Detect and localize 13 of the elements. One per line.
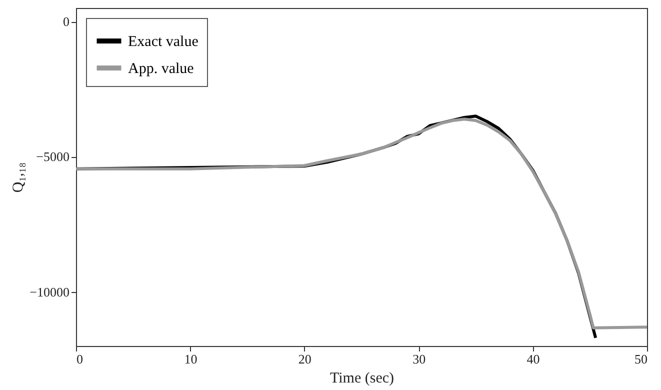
x-tick-label: 20: [298, 352, 312, 366]
legend-label: App. value: [128, 61, 194, 77]
y-tick-label: 0: [63, 14, 70, 30]
x-tick-label: 30: [412, 352, 426, 366]
x-tick-label: 10: [184, 352, 198, 366]
y-tick-label: −10000: [30, 284, 70, 300]
x-tick-label: 50: [634, 352, 648, 366]
x-axis-title: Time (sec): [330, 370, 394, 386]
x-tick-label: 0: [76, 352, 83, 366]
x-tick-label: 40: [526, 352, 540, 366]
legend-label: Exact value: [128, 34, 199, 50]
y-tick-label: −5000: [36, 149, 70, 164]
y-axis-title: Q₁,₁₈: [10, 162, 27, 193]
